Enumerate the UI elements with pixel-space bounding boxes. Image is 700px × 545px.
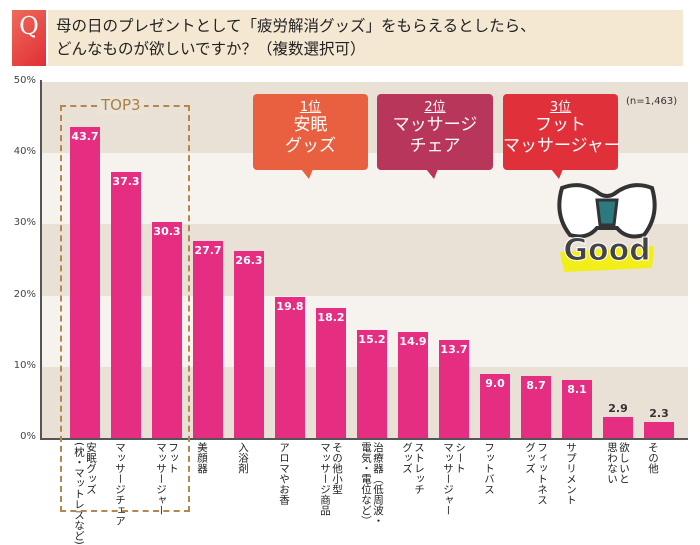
y-tick-label: 50%: [13, 75, 36, 86]
data-label: 9.0: [485, 376, 505, 390]
x-tick-label: サプリメント: [565, 442, 577, 505]
x-tick-label: 入浴剤: [237, 442, 249, 474]
bar: [316, 308, 346, 438]
data-label: 15.2: [358, 332, 386, 346]
data-label: 19.8: [276, 300, 304, 314]
bar: [357, 329, 387, 438]
bar: [234, 250, 264, 438]
x-tick-label: フット マッサージャー: [155, 442, 179, 516]
data-label: 30.3: [153, 225, 181, 239]
x-tick-label: 欲しいと 思わない: [606, 442, 630, 484]
data-label: 2.3: [649, 406, 669, 420]
q-mark: Q: [12, 10, 46, 66]
callout-rank-1: 1位 安眠 グッズ: [253, 94, 368, 179]
bar: [70, 126, 100, 438]
data-label: 8.7: [526, 379, 546, 393]
sample-size: (n=1,463): [626, 96, 678, 107]
bar: [398, 331, 428, 438]
x-tick-label: その他小型 マッサージ商品: [319, 442, 343, 516]
x-tick-label: マッサージチェア: [114, 442, 126, 526]
question-line-2: どんなものが欲しいですか？（複数選択可）: [56, 40, 366, 58]
callout-name: マッサージ チェア: [392, 115, 478, 156]
x-tick-label: シート マッサージャー: [442, 442, 466, 516]
x-tick-label: フィットネス グッズ: [524, 442, 548, 505]
bar: [480, 373, 510, 438]
question-title: 母の日のプレゼントとして「疲労解消グッズ」をもらえるとしたら、 どんなものが欲し…: [48, 10, 683, 66]
bar: [275, 297, 305, 438]
x-tick-label: アロマやお香: [278, 442, 290, 505]
y-axis: [40, 80, 42, 440]
y-tick-label: 0%: [20, 431, 36, 442]
data-label: 26.3: [235, 253, 263, 267]
top3-frame: [60, 105, 190, 512]
bar: [152, 222, 182, 438]
x-tick-label: ストレッチ グッズ: [401, 442, 425, 495]
callout-rank: 3位: [549, 100, 572, 115]
x-tick-label: 美顔器: [196, 442, 208, 474]
top3-label: TOP3: [98, 96, 144, 114]
data-label: 18.2: [317, 311, 345, 325]
callout-rank: 2位: [424, 100, 446, 115]
y-tick-label: 20%: [13, 288, 36, 300]
good-logo-icon: Good: [557, 183, 657, 272]
data-label: 37.3: [112, 175, 140, 189]
x-tick-label: 治療器（低周波・ 電気・電位など）: [360, 442, 384, 526]
x-axis: [40, 438, 688, 440]
bar: [603, 417, 633, 438]
bar: [439, 340, 469, 438]
data-label: 2.9: [608, 402, 628, 416]
callout-rank-3: 3位 フット マッサージャー: [503, 94, 621, 179]
data-label: 13.7: [440, 343, 468, 357]
y-tick-label: 30%: [13, 217, 36, 229]
logo-text: Good: [563, 233, 650, 268]
bar: [562, 380, 592, 438]
data-label: 43.7: [71, 129, 99, 143]
data-label: 27.7: [194, 243, 222, 257]
y-tick-label: 10%: [13, 359, 36, 371]
bar: [111, 172, 141, 438]
callout-name: 安眠 グッズ: [285, 115, 336, 156]
bar: [193, 240, 223, 438]
x-tick-label: フットバス: [483, 442, 495, 495]
bar: [521, 376, 551, 438]
question-line-1: 母の日のプレゼントとして「疲労解消グッズ」をもらえるとしたら、: [56, 17, 536, 35]
data-label: 8.1: [567, 383, 587, 397]
y-tick-label: 40%: [13, 146, 36, 158]
data-label: 14.9: [399, 334, 427, 348]
bar: [644, 421, 674, 438]
callout-rank-2: 2位 マッサージ チェア: [377, 94, 493, 179]
callout-name: フット マッサージャー: [503, 115, 621, 156]
callout-rank: 1位: [299, 100, 322, 115]
x-tick-label: その他: [647, 442, 659, 474]
